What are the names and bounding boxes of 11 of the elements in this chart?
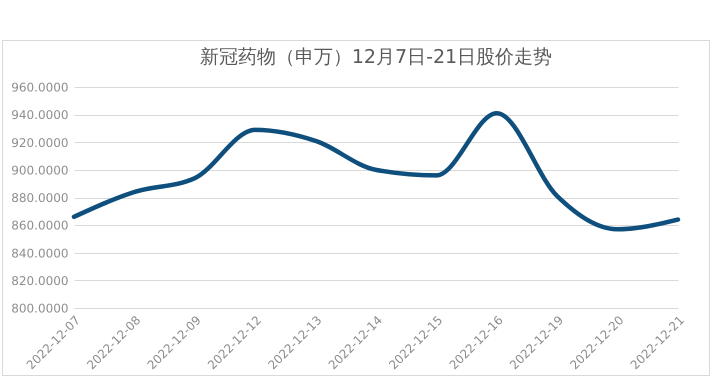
y-tick-label: 840.0000 [11, 246, 68, 260]
line-series [72, 110, 680, 232]
y-tick-label: 900.0000 [11, 163, 68, 178]
y-tick-label: 800.0000 [11, 302, 68, 316]
chart-title: 新冠药物（申万）12月7日-21日股价走势 [200, 46, 552, 68]
y-tick-label: 920.0000 [11, 136, 68, 150]
y-tick-label: 820.0000 [11, 274, 68, 288]
y-tick-label: 880.0000 [11, 191, 68, 205]
y-tick-label: 940.0000 [11, 108, 68, 122]
y-tick-label: 860.0000 [11, 218, 68, 233]
y-tick-label: 960.0000 [11, 80, 68, 94]
